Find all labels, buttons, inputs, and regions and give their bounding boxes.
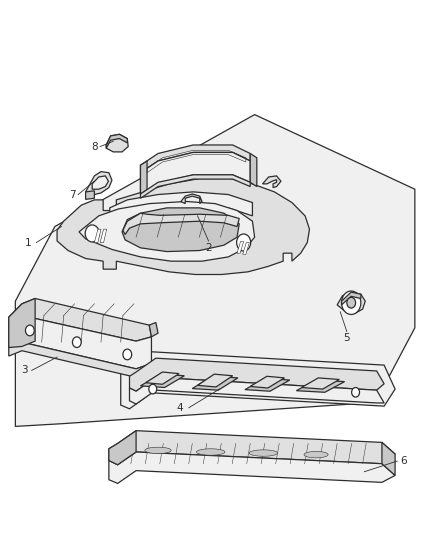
Polygon shape [109,431,394,465]
Circle shape [85,225,99,242]
Polygon shape [262,176,280,188]
Polygon shape [123,213,239,235]
Polygon shape [79,201,254,261]
Polygon shape [129,377,383,404]
Polygon shape [250,154,256,187]
Circle shape [25,325,34,336]
Polygon shape [196,449,224,455]
Text: 3: 3 [21,366,28,375]
Text: 2: 2 [205,243,212,253]
Polygon shape [303,451,327,458]
Polygon shape [145,447,171,454]
Circle shape [123,349,131,360]
Polygon shape [381,442,394,475]
Polygon shape [145,372,179,384]
Text: 1: 1 [25,238,32,247]
Polygon shape [85,172,112,195]
Text: 5: 5 [343,334,350,343]
Circle shape [341,291,360,314]
Polygon shape [15,115,414,426]
Polygon shape [129,358,383,391]
Polygon shape [106,134,128,152]
Circle shape [346,297,355,308]
Polygon shape [197,374,232,387]
Polygon shape [180,194,201,204]
Polygon shape [140,161,147,194]
Polygon shape [296,380,344,392]
Polygon shape [192,376,237,390]
Polygon shape [9,316,151,369]
Polygon shape [94,229,101,243]
Circle shape [236,234,250,251]
Text: 8: 8 [91,142,98,151]
Polygon shape [242,243,249,254]
Polygon shape [92,176,108,189]
Polygon shape [106,134,127,148]
Polygon shape [57,179,309,274]
Circle shape [351,387,359,397]
Polygon shape [85,191,94,199]
Polygon shape [109,452,394,483]
Text: 4: 4 [176,403,183,413]
Circle shape [72,337,81,348]
Polygon shape [140,374,184,387]
Polygon shape [100,229,106,243]
Polygon shape [140,152,250,194]
Polygon shape [109,431,136,465]
Polygon shape [341,292,360,305]
Polygon shape [110,192,252,221]
Polygon shape [120,352,394,409]
Polygon shape [336,292,364,313]
Polygon shape [140,145,250,173]
Polygon shape [9,298,151,341]
Polygon shape [244,378,289,391]
Polygon shape [9,342,151,377]
Polygon shape [149,322,158,337]
Circle shape [148,384,156,394]
Polygon shape [249,450,277,456]
Text: 6: 6 [399,456,406,466]
Polygon shape [237,241,243,253]
Polygon shape [122,208,239,252]
Polygon shape [301,378,339,389]
Polygon shape [140,175,250,198]
Polygon shape [250,376,284,388]
Polygon shape [9,298,35,348]
Text: 7: 7 [69,190,76,199]
